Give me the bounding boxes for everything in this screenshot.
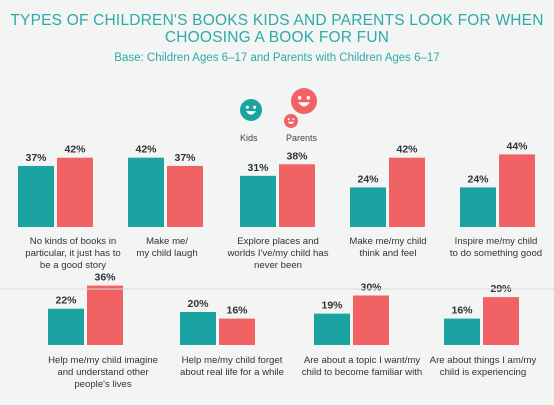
category-label-line: to do something good xyxy=(449,248,543,259)
bar-parents-8 xyxy=(483,297,519,345)
smiley-child-icon xyxy=(284,114,298,128)
data-label-parents-0: 42% xyxy=(64,144,86,156)
bar-parents-3 xyxy=(389,157,425,227)
bar-kids-2 xyxy=(240,175,276,227)
chart-title-line-2: CHOOSING A BOOK FOR FUN xyxy=(164,29,390,46)
bar-parents-4 xyxy=(499,154,535,227)
category-label-line: never been xyxy=(253,260,302,271)
chart-subtitle: Base: Children Ages 6–17 and Parents wit… xyxy=(114,52,440,64)
category-label-line: No kinds of books in xyxy=(29,236,117,247)
data-label-kids-5: 22% xyxy=(55,295,77,307)
smiley-parents-icon xyxy=(291,88,317,114)
category-label-line: Explore places and xyxy=(237,236,319,247)
bar-parents-1 xyxy=(167,165,203,227)
data-label-kids-4: 24% xyxy=(467,173,489,185)
bar-kids-0 xyxy=(18,165,54,227)
category-label-line: think and feel xyxy=(359,248,417,259)
bar-kids-6 xyxy=(180,312,216,345)
data-label-kids-2: 31% xyxy=(247,162,269,174)
bar-parents-2 xyxy=(279,164,315,227)
category-label-line: child is experiencing xyxy=(439,367,527,378)
smiley-kid-icon xyxy=(240,99,262,121)
legend-label-parents: Parents xyxy=(286,133,318,143)
category-label-2: Explore places and worlds I've/my child h… xyxy=(208,236,348,272)
category-label-8: Are about things I am/my child is experie… xyxy=(413,355,553,379)
category-label-6: Help me/my child forget about real life f… xyxy=(162,355,302,379)
chart-title: TYPES OF CHILDREN'S BOOKS KIDS AND PAREN… xyxy=(0,12,554,46)
bar-parents-5 xyxy=(87,285,123,345)
data-label-kids-1: 42% xyxy=(135,144,157,156)
category-label-line: Are about a topic I want/my xyxy=(303,355,421,366)
data-label-parents-6: 16% xyxy=(226,305,248,317)
data-label-parents-7: 30% xyxy=(360,282,382,294)
data-label-kids-3: 24% xyxy=(357,173,379,185)
bar-kids-3 xyxy=(350,187,386,227)
category-label-5: Help me/my child imagine and understand o… xyxy=(33,355,173,391)
category-label-line: worlds I've/my child has xyxy=(227,248,329,259)
data-label-parents-5: 36% xyxy=(94,272,116,284)
data-label-parents-2: 38% xyxy=(286,150,308,162)
category-label-line: Help me/my child forget xyxy=(181,355,283,366)
category-label-line: be a good story xyxy=(39,260,107,271)
category-label-line: people's lives xyxy=(74,379,132,390)
category-label-line: Are about things I am/my xyxy=(429,355,537,366)
category-label-line: about real life for a while xyxy=(180,367,284,378)
category-label-3: Make me/my child think and feel xyxy=(328,236,448,260)
category-label-4: Inspire me/my child to do something good xyxy=(431,236,554,260)
category-label-line: and understand other xyxy=(57,367,149,378)
bar-parents-6 xyxy=(219,318,255,345)
bar-kids-1 xyxy=(128,157,164,227)
data-label-parents-4: 44% xyxy=(506,140,528,152)
data-label-parents-3: 42% xyxy=(396,144,418,156)
bar-parents-7 xyxy=(353,295,389,345)
category-label-line: Make me/ xyxy=(145,236,189,247)
bar-kids-8 xyxy=(444,318,480,345)
category-label-line: child to become familiar with xyxy=(301,367,423,378)
data-label-kids-0: 37% xyxy=(25,152,47,164)
category-label-line: my child laugh xyxy=(136,248,198,259)
bar-kids-5 xyxy=(48,308,84,345)
data-label-kids-6: 20% xyxy=(187,298,209,310)
category-label-0: No kinds of books in particular, it just … xyxy=(3,236,143,272)
category-label-7: Are about a topic I want/my child to beco… xyxy=(292,355,432,379)
category-label-line: Help me/my child imagine xyxy=(48,355,158,366)
data-label-parents-1: 37% xyxy=(174,152,196,164)
bar-kids-7 xyxy=(314,313,350,345)
bar-parents-0 xyxy=(57,157,93,227)
category-label-1: Make me/my child laugh xyxy=(107,236,227,260)
category-label-line: particular, it just has to xyxy=(25,248,121,259)
category-label-line: Make me/my child xyxy=(349,236,427,247)
chart-title-line-1: TYPES OF CHILDREN'S BOOKS KIDS AND PAREN… xyxy=(10,12,544,29)
category-label-line: Inspire me/my child xyxy=(454,236,538,247)
bar-kids-4 xyxy=(460,187,496,227)
data-label-kids-8: 16% xyxy=(451,305,473,317)
legend-label-kids: Kids xyxy=(240,133,258,143)
data-label-kids-7: 19% xyxy=(321,300,343,312)
